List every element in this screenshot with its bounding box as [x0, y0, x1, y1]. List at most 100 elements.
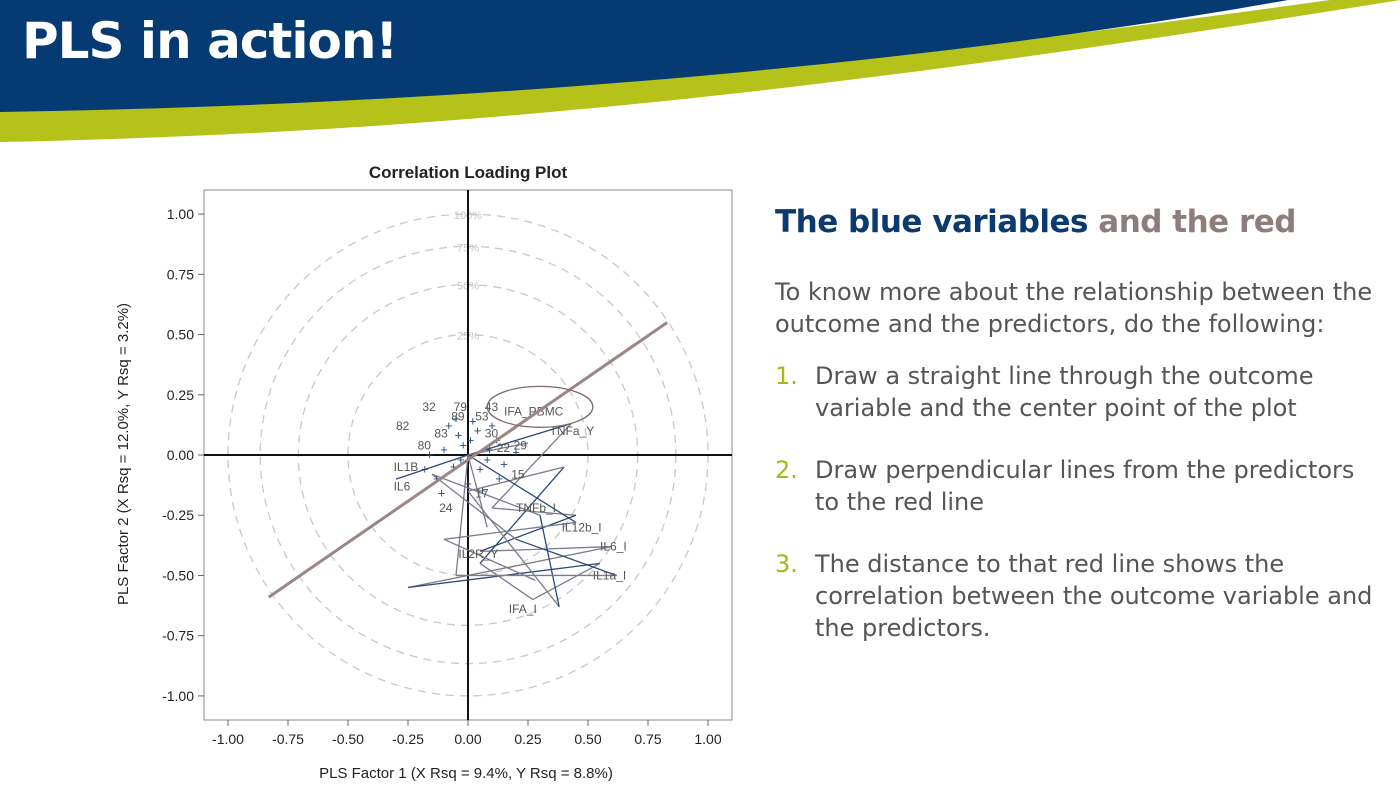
point-label: 29 [514, 438, 528, 452]
x-tick-label: -1.00 [212, 731, 244, 747]
point-label: 79 [454, 400, 468, 414]
point-label: 89 [451, 409, 465, 423]
outcome-ellipse [486, 385, 594, 428]
point-label: IL6_I [600, 540, 627, 554]
y-tick-label: 0.50 [167, 327, 194, 343]
cluster-point: + [455, 428, 463, 443]
step-text: The distance to that red line shows the … [815, 550, 1373, 642]
y-tick-label: 0.00 [167, 447, 194, 463]
x-tick-label: -0.50 [332, 731, 364, 747]
point-label: TNFa_Y [550, 424, 595, 438]
step-text: Draw perpendicular lines from the predic… [815, 456, 1355, 516]
step-text: Draw a straight line through the outcome… [815, 362, 1314, 422]
y-tick-label: 0.75 [167, 266, 194, 282]
connector-line [479, 562, 534, 601]
explanation-panel: The blue variables and the red To know m… [775, 198, 1385, 674]
y-axis-ticks: 1.00 0.75 0.50 0.25 0.00 -0.25 -0.50 -0.75 -1.00 [162, 206, 204, 704]
cluster-point: + [459, 437, 467, 452]
point-label: 53 [475, 409, 489, 423]
slide-title: PLS in action! [22, 12, 398, 70]
point-label: IL6 [394, 479, 411, 493]
cluster-point: + [474, 423, 482, 438]
banner-main [0, 0, 1288, 112]
intro-text: To know more about the relationship betw… [775, 278, 1373, 338]
header-banner [0, 0, 1400, 142]
y-tick-label: -0.50 [162, 567, 194, 583]
step-item: 3. The distance to that red line shows th… [775, 548, 1385, 644]
connector-line [532, 562, 601, 601]
x-tick-label: 0.25 [514, 731, 541, 747]
steps-list: 1. Draw a straight line through the outco… [775, 360, 1385, 644]
connector-line [431, 473, 517, 540]
step-item: 2. Draw perpendicular lines from the pred… [775, 454, 1385, 518]
step-item: 1. Draw a straight line through the outco… [775, 360, 1385, 424]
connector-line [515, 538, 618, 577]
cluster-point: + [488, 418, 496, 433]
chart-title: Correlation Loading Plot [369, 163, 568, 182]
connector-line [467, 454, 577, 524]
connector-line [479, 545, 613, 553]
x-tick-label: -0.75 [272, 731, 304, 747]
point-label: IFA_PBMC [504, 405, 564, 419]
point-label: TNFb_I [516, 501, 556, 515]
cluster-point: + [440, 442, 448, 457]
point-label: 83 [434, 426, 448, 440]
cluster-point: + [452, 411, 460, 426]
x-tick-label: 1.00 [694, 731, 721, 747]
cluster-point: + [486, 442, 494, 457]
point-labels: IFA_PBMC TNFa_Y TNFb_I IL12b_I IL6_I IL1a_I IL… [394, 400, 627, 616]
point-label: 22 [497, 441, 511, 455]
outcome-line-group [267, 321, 669, 599]
point-label: IL1a_I [593, 568, 626, 582]
connector-line [443, 521, 577, 540]
y-tick-label: 1.00 [167, 206, 194, 222]
connector-line [467, 466, 565, 492]
point-label: IL1B [394, 460, 419, 474]
cluster-point: + [469, 413, 477, 428]
point-label: 24 [439, 501, 453, 515]
connector-line [443, 538, 536, 581]
cluster-point: + [464, 476, 472, 491]
step-number: 2. [775, 456, 798, 484]
point-label: 32 [422, 400, 436, 414]
connector-line [407, 545, 613, 589]
x-axis-label: PLS Factor 1 (X Rsq = 9.4%, Y Rsq = 8.8%… [319, 765, 613, 782]
x-axis-ticks: -1.00 -0.75 -0.50 -0.25 0.00 0.25 0.50 0.75 1.00 [212, 720, 722, 747]
point-label: 17 [475, 487, 489, 501]
outcome-red-line [267, 321, 669, 599]
y-axis-label: PLS Factor 2 (X Rsq = 12.0%, Y Rsq = 3.2… [115, 303, 132, 605]
connector-line [479, 466, 565, 564]
step-number: 1. [775, 362, 798, 390]
banner-accent-stripe [0, 0, 1400, 142]
cluster-point: + [512, 445, 520, 460]
connector-line [431, 473, 541, 516]
connector-line [539, 515, 560, 607]
cluster-point: + [445, 418, 453, 433]
cluster-point: + [438, 486, 446, 501]
connector-line [491, 423, 572, 509]
x-tick-label: 0.75 [634, 731, 661, 747]
point-label: IFA_I [509, 602, 537, 616]
step-number: 3. [775, 550, 798, 578]
cluster-point: + [450, 459, 458, 474]
connector-line [455, 454, 469, 576]
y-tick-label: 0.25 [167, 387, 194, 403]
connector-line [467, 454, 488, 528]
cluster-point: + [483, 452, 491, 467]
connector-line [395, 454, 469, 480]
cluster-point: + [476, 461, 484, 476]
point-label: 30 [485, 426, 499, 440]
heading-red-part: and the red [1088, 204, 1296, 240]
cluster-point: + [467, 433, 475, 448]
point-label: IL12b_I [562, 520, 602, 534]
y-tick-label: -0.25 [162, 507, 194, 523]
y-tick-label: -0.75 [162, 628, 194, 644]
cluster-point: + [500, 457, 508, 472]
point-label: 15 [511, 467, 525, 481]
point-label: 80 [418, 438, 432, 452]
panel-heading: The blue variables and the red [775, 198, 1385, 246]
cluster-point: + [457, 452, 465, 467]
point-label: 82 [396, 419, 410, 433]
cluster-point: + [433, 471, 441, 486]
cluster-point: + [421, 461, 429, 476]
